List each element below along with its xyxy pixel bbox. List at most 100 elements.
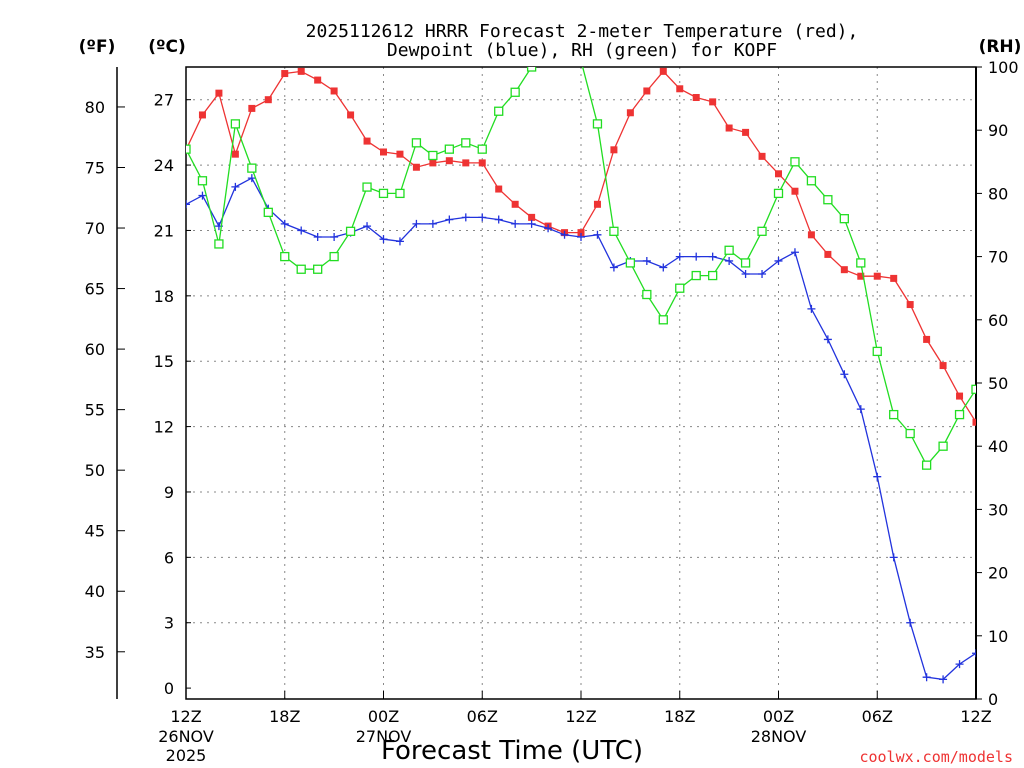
temperature-point — [347, 111, 355, 119]
temperature-point — [742, 128, 750, 136]
x-tick-label: 18Z — [664, 707, 695, 726]
temperature-point — [807, 231, 815, 239]
dewpoint-point — [708, 252, 717, 261]
x-tick-label: 06Z — [467, 707, 498, 726]
temperature-point — [643, 87, 651, 95]
fahrenheit-unit-label: (ºF) — [79, 37, 116, 57]
x-date-label: 26NOV — [158, 727, 214, 746]
celsius-tick-label: 24 — [154, 156, 174, 175]
temperature-point — [824, 250, 832, 258]
temperature-point — [939, 362, 947, 370]
dewpoint-point — [186, 200, 190, 209]
temperature-point — [775, 170, 782, 178]
temperature-point — [725, 124, 733, 132]
rh-point — [954, 409, 965, 420]
dewpoint-point — [807, 304, 816, 313]
temperature-point — [906, 301, 914, 309]
temperature-point — [577, 229, 585, 237]
rh-point — [526, 67, 537, 72]
rh-point — [921, 460, 932, 470]
rh-point — [625, 258, 636, 268]
chart-title-line-2: Dewpoint (blue), RH (green) for KOPF — [387, 40, 777, 61]
rh-point — [823, 195, 833, 205]
rh-unit-label: (RH) — [979, 37, 1022, 57]
temperature-point — [231, 150, 239, 158]
rh-tick-label: 100 — [988, 58, 1019, 77]
temperature-point — [956, 392, 964, 400]
rh-point — [378, 188, 389, 199]
dewpoint-point — [692, 252, 701, 261]
rh-tick-label: 80 — [988, 184, 1008, 203]
chart-title-line-1: 2025112612 HRRR Forecast 2-meter Tempera… — [306, 21, 859, 42]
temperature-point — [297, 67, 305, 75]
dewpoint-point — [544, 224, 553, 233]
temperature-point — [593, 200, 601, 208]
rh-tick-label: 70 — [988, 248, 1008, 267]
rh-point — [444, 144, 454, 154]
temperature-point — [840, 266, 848, 274]
dewpoint-point — [511, 219, 520, 228]
fahrenheit-tick-label: 40 — [85, 582, 105, 601]
dewpoint-point — [428, 219, 437, 228]
rh-point — [197, 176, 208, 186]
temperature-point — [330, 87, 338, 95]
rh-point — [971, 384, 976, 394]
dewpoint-point — [198, 191, 207, 200]
rh-tick-label: 60 — [988, 311, 1008, 330]
dewpoint-point — [231, 182, 240, 191]
temperature-point — [758, 152, 766, 160]
celsius-tick-label: 6 — [164, 548, 174, 567]
x-tick-label: 00Z — [763, 707, 794, 726]
rh-point — [938, 441, 948, 451]
temperature-point — [873, 272, 881, 280]
dewpoint-point — [856, 405, 865, 414]
temperature-point — [445, 157, 453, 165]
dewpoint-point — [313, 232, 322, 241]
rh-point — [313, 264, 323, 274]
dewpoint-point — [330, 232, 339, 241]
celsius-tick-label: 27 — [154, 91, 174, 110]
x-date-label: 27NOV — [356, 727, 412, 746]
temperature-point — [363, 137, 371, 145]
x-tick-label: 18Z — [269, 707, 300, 726]
dewpoint-point — [395, 237, 404, 246]
rh-point — [773, 188, 784, 199]
dewpoint-point — [906, 618, 915, 627]
dewpoint-point — [873, 472, 882, 481]
rh-tick-label: 30 — [988, 500, 1008, 519]
dewpoint-point — [609, 263, 618, 272]
rh-point — [592, 119, 603, 129]
rh-point — [658, 315, 668, 325]
dewpoint-point — [412, 219, 421, 228]
fahrenheit-tick-label: 80 — [85, 98, 105, 117]
x-tick-label: 00Z — [368, 707, 399, 726]
grid-lines — [186, 67, 976, 699]
rh-point — [609, 226, 619, 236]
dewpoint-point — [955, 660, 964, 669]
temperature-point — [857, 272, 865, 280]
temperature-point — [511, 200, 519, 208]
temperature-point — [478, 159, 486, 167]
temperature-point — [215, 89, 223, 97]
celsius-tick-label: 15 — [154, 352, 174, 371]
dewpoint-point — [593, 230, 602, 239]
fahrenheit-tick-label: 35 — [85, 643, 105, 662]
rh-point — [856, 258, 866, 268]
rh-point — [510, 87, 520, 97]
dewpoint-point — [840, 370, 849, 379]
rh-tick-label: 10 — [988, 627, 1008, 646]
temperature-point — [626, 109, 634, 117]
rh-point — [806, 176, 817, 186]
celsius-unit-label: (ºC) — [148, 37, 186, 57]
dewpoint-point — [363, 222, 372, 231]
rh-point — [411, 138, 422, 148]
x-tick-label: 12Z — [565, 707, 596, 726]
temperature-point — [429, 159, 437, 167]
dewpoint-point — [280, 219, 289, 228]
celsius-tick-label: 0 — [164, 679, 174, 698]
rh-point — [905, 428, 915, 439]
rh-tick-label: 40 — [988, 437, 1008, 456]
temperature-point — [890, 274, 898, 282]
